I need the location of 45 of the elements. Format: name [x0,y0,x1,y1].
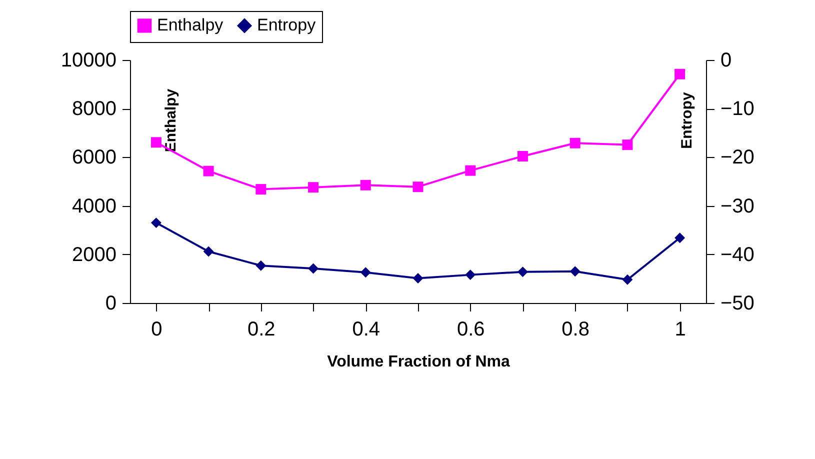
x-tick-label: 0.8 [562,318,590,340]
x-tick-label: 0 [151,318,162,340]
y-tick-label: 8000 [72,98,116,120]
x-axis-title: Volume Fraction of Nma [327,354,510,370]
point [308,182,319,193]
point [360,180,371,190]
point [517,266,528,278]
y2-tick-label: −30 [720,195,754,218]
point [256,184,266,195]
point [150,218,162,228]
point [465,270,476,280]
point [517,150,528,162]
y2-tick-label: 0 [720,50,732,72]
point [412,272,424,284]
y-axis-title: Enthalpy [162,88,180,152]
y-tick-label: 6000 [72,146,116,169]
y-tick-label: 4000 [72,195,116,218]
point [256,260,266,271]
x-tick-label: 0.2 [248,318,276,340]
point [150,137,162,148]
point [308,263,319,274]
point [570,138,580,148]
y-tick-label: 10000 [60,50,116,72]
point [622,140,633,150]
point [412,182,424,192]
legend-label: Enthalpy [157,16,224,35]
y-tick-label: 2000 [72,244,116,266]
point [622,274,633,285]
y2-tick-label: −50 [720,292,754,314]
point [674,232,686,244]
point [360,267,371,278]
point [570,266,580,277]
y2-tick-label: −10 [720,98,754,120]
y-tick-label: 0 [105,292,116,314]
point [203,166,214,176]
legend-label: Entropy [257,16,316,35]
point [203,246,214,257]
point [465,165,476,176]
x-tick-label: 1 [674,318,686,340]
x-tick-label: 0.6 [456,318,485,340]
y2-tick-label: −20 [720,146,754,169]
x-tick-label: 0.4 [352,318,380,340]
point [674,68,686,80]
y2-axis-title: Entropy [678,92,696,149]
y2-tick-label: −40 [720,244,754,266]
